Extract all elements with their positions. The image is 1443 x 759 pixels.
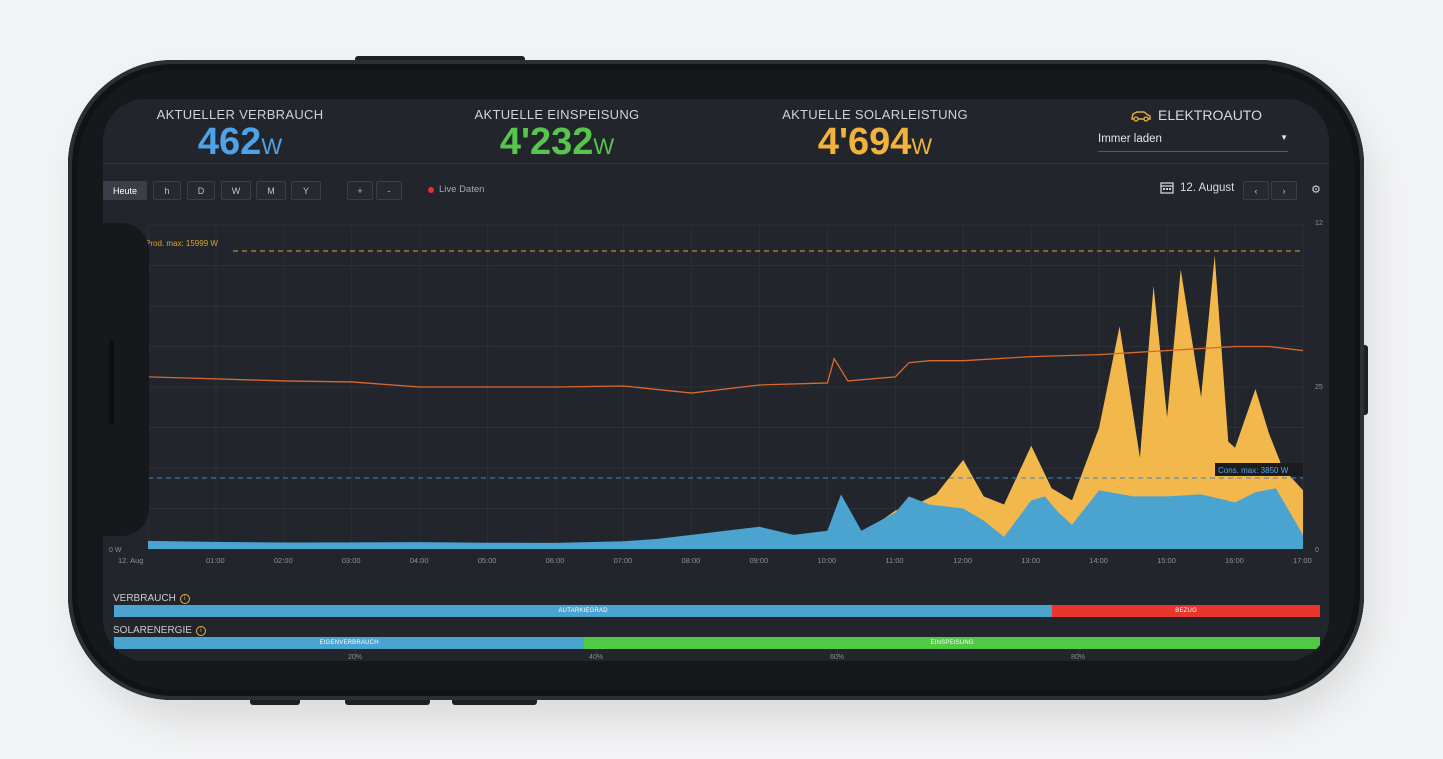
range-year-button[interactable]: Y <box>291 181 321 200</box>
date-picker[interactable]: 12. August <box>1160 181 1234 194</box>
live-indicator-icon <box>428 186 434 193</box>
x-tick-label: 03:00 <box>342 556 361 565</box>
phone-speaker <box>109 340 114 425</box>
x-tick-label: 01:00 <box>206 556 225 565</box>
energy-chart: Prod. max: 15999 W Cons. max: 3850 W 0 W… <box>109 220 1323 565</box>
phone-volume-down-button <box>452 699 537 705</box>
app-screen: AKTUELLER VERBRAUCH 462W AKTUELLE EINSPE… <box>103 99 1329 661</box>
range-month-button[interactable]: M <box>256 181 286 200</box>
pct-gridline <box>837 649 838 661</box>
range-hour-button[interactable]: h <box>153 181 181 200</box>
range-day-button[interactable]: D <box>187 181 215 200</box>
prev-day-button[interactable]: ‹ <box>1243 181 1269 200</box>
chart-lines <box>147 345 1304 394</box>
zoom-out-button[interactable]: - <box>376 181 402 200</box>
kpi-consumption-value: 462W <box>197 121 283 163</box>
pct-tick: 60% <box>830 654 845 661</box>
self-consumption-segment: EIGENVERBRAUCH <box>114 637 585 649</box>
pct-tick: 40% <box>589 654 604 661</box>
phone-volume-up-button <box>345 699 430 705</box>
calendar-icon <box>1160 182 1174 194</box>
x-tick-label: 11:00 <box>885 556 903 565</box>
settings-gear-icon[interactable]: ⚙ <box>1311 184 1321 196</box>
ev-title: ELEKTROAUTO <box>1130 107 1288 123</box>
kpi-solar: AKTUELLE SOLARLEISTUNG 4'694W <box>725 107 1025 167</box>
x-axis-ticks: 12. Aug 01:00 02:00 03:00 04:00 05:00 06:00 07:… <box>118 556 1312 565</box>
range-week-button[interactable]: W <box>221 181 251 200</box>
phone-power-button <box>1362 345 1368 415</box>
chart-toolbar: Heute h D W M Y + - Live Daten 12. Augus… <box>103 181 1329 201</box>
x-tick-label: 16:00 <box>1225 556 1244 565</box>
consumption-area <box>148 488 1303 549</box>
info-icon[interactable]: i <box>195 625 206 636</box>
dropdown-arrow-icon: ▼ <box>1280 133 1288 142</box>
y-axis-left-bottom: 0 W <box>109 547 122 554</box>
temperature-line <box>147 345 1304 394</box>
kpi-consumption: AKTUELLER VERBRAUCH 462W <box>103 107 390 167</box>
ev-title-label: ELEKTROAUTO <box>1158 107 1262 123</box>
y-axis-right-mid: 25 <box>1315 384 1323 391</box>
kpi-consumption-label: AKTUELLER VERBRAUCH <box>156 107 324 122</box>
ev-panel: ELEKTROAUTO Immer laden ▼ <box>1098 107 1288 152</box>
x-tick-label: 06:00 <box>546 556 565 565</box>
pct-gridline <box>1078 649 1079 661</box>
x-tick-label: 10:00 <box>817 556 836 565</box>
kpi-feed-in-value: 4'232W <box>499 121 615 163</box>
kpi-solar-label: AKTUELLE SOLARLEISTUNG <box>782 107 968 122</box>
x-tick-label: 12. Aug <box>118 556 143 565</box>
car-icon <box>1131 111 1151 122</box>
x-tick-label: 13:00 <box>1021 556 1040 565</box>
x-tick-label: 15:00 <box>1157 556 1176 565</box>
zoom-in-button[interactable]: + <box>347 181 373 200</box>
pct-tick: 20% <box>348 654 363 661</box>
autarky-segment: AUTARKIEGRAD <box>114 605 1053 617</box>
ev-mode-value: Immer laden <box>1098 133 1162 145</box>
date-label: 12. August <box>1180 181 1235 194</box>
range-today-button[interactable]: Heute <box>103 181 147 200</box>
x-tick-label: 09:00 <box>749 556 768 565</box>
x-tick-label: 08:00 <box>682 556 701 565</box>
live-data-toggle[interactable]: Live Daten <box>428 184 484 195</box>
x-tick-label: 17:00 <box>1293 556 1312 565</box>
pct-tick: 80% <box>1071 654 1086 661</box>
x-tick-label: 07:00 <box>614 556 633 565</box>
x-tick-label: 05:00 <box>478 556 497 565</box>
y-axis-right-bottom: 0 <box>1315 547 1319 554</box>
grid-draw-segment: BEZUG <box>1052 605 1320 617</box>
x-tick-label: 04:00 <box>410 556 429 565</box>
live-data-label: Live Daten <box>439 184 485 195</box>
chart-areas <box>148 255 1303 549</box>
kpi-feed-in-label: AKTUELLE EINSPEISUNG <box>474 107 640 122</box>
kpi-solar-value: 4'694W <box>817 121 933 163</box>
header-divider <box>103 163 1329 164</box>
feed-in-segment: EINSPEISUNG <box>584 637 1320 649</box>
phone-side-button-top <box>355 56 525 62</box>
solar-summary-bar: EIGENVERBRAUCH EINSPEISUNG <box>114 637 1320 649</box>
x-tick-label: 02:00 <box>274 556 293 565</box>
kpi-feed-in: AKTUELLE EINSPEISUNG 4'232W <box>407 107 707 167</box>
solar-summary-label: SOLARENERGIE i <box>113 625 206 636</box>
phone-volume-button <box>250 699 300 705</box>
cons-max-label-bg <box>1215 463 1303 476</box>
consumption-summary-bar: AUTARKIEGRAD BEZUG <box>114 605 1320 617</box>
x-tick-label: 12:00 <box>953 556 972 565</box>
pct-gridline <box>355 649 356 661</box>
y-axis-right-top: 12 <box>1315 220 1323 227</box>
ev-mode-select[interactable]: Immer laden ▼ <box>1098 131 1288 152</box>
info-icon[interactable]: i <box>179 593 190 604</box>
next-day-button[interactable]: › <box>1271 181 1297 200</box>
cons-max-label: Cons. max: 3850 W <box>1218 466 1289 475</box>
prod-max-label: Prod. max: 15999 W <box>145 239 218 248</box>
pct-gridline <box>596 649 597 661</box>
x-tick-label: 14:00 <box>1089 556 1108 565</box>
consumption-summary-label: VERBRAUCH i <box>113 593 190 604</box>
